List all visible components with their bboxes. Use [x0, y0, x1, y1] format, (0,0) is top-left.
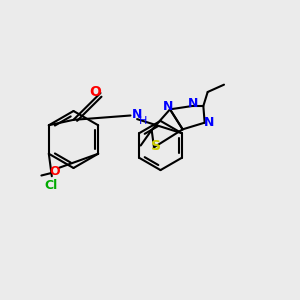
Text: N: N [204, 116, 214, 129]
Text: N: N [132, 107, 142, 121]
Text: N: N [162, 100, 173, 113]
Text: O: O [89, 85, 101, 98]
Text: O: O [49, 165, 60, 178]
Text: S: S [152, 139, 161, 153]
Text: N: N [188, 97, 198, 110]
Text: Cl: Cl [45, 178, 58, 192]
Text: H: H [139, 116, 147, 126]
